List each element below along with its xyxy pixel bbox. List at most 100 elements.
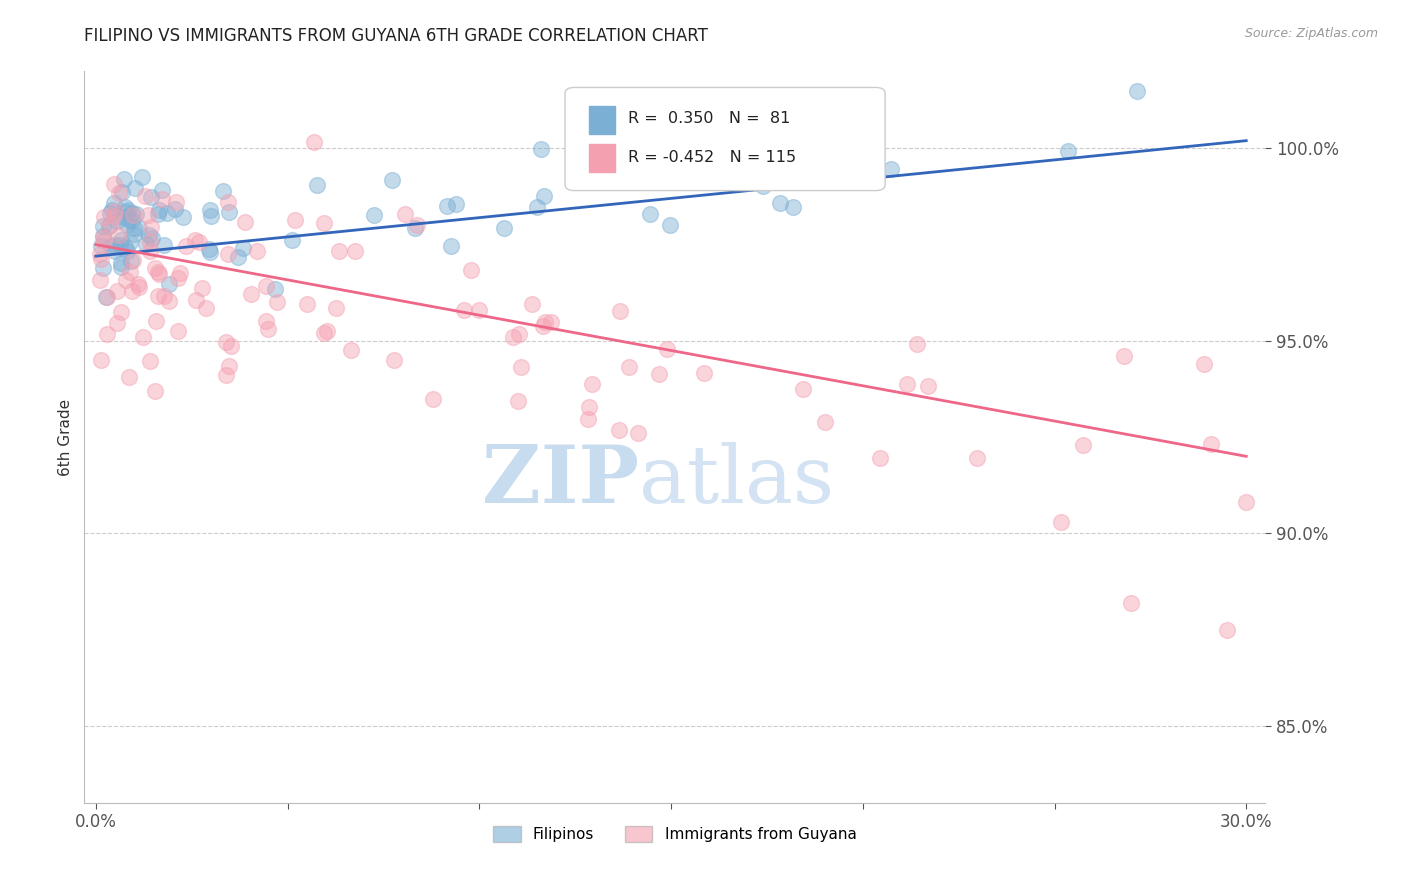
Point	[215, 368, 238, 383]
Point	[404, 220, 426, 235]
Point	[880, 161, 903, 176]
Point	[122, 252, 145, 267]
Point	[502, 329, 524, 343]
Point	[619, 360, 641, 375]
Point	[110, 256, 132, 270]
Point	[339, 343, 361, 357]
Point	[167, 324, 190, 338]
Point	[135, 236, 157, 251]
Point	[917, 379, 939, 393]
Point	[312, 216, 335, 230]
Point	[1192, 357, 1215, 371]
Point	[1216, 623, 1239, 637]
Point	[578, 412, 600, 426]
Point	[636, 129, 658, 144]
Point	[118, 369, 141, 384]
Point	[444, 197, 467, 211]
Point	[540, 315, 562, 329]
Point	[907, 337, 929, 351]
Point	[394, 207, 416, 221]
Point	[152, 237, 174, 252]
Point	[440, 238, 463, 252]
Text: Source: ZipAtlas.com: Source: ZipAtlas.com	[1244, 27, 1378, 40]
Point	[110, 305, 132, 319]
Point	[307, 178, 329, 193]
Point	[163, 202, 186, 216]
Point	[325, 301, 347, 316]
Point	[492, 221, 515, 235]
Point	[122, 208, 145, 222]
Point	[522, 297, 544, 311]
Point	[148, 203, 170, 218]
Point	[139, 244, 162, 258]
Point	[184, 293, 207, 307]
Point	[118, 265, 141, 279]
Point	[167, 271, 190, 285]
Point	[110, 233, 132, 247]
Point	[108, 186, 131, 201]
Point	[110, 260, 132, 275]
Point	[381, 173, 404, 187]
Point	[121, 206, 143, 220]
Point	[239, 287, 262, 301]
Point	[218, 205, 240, 219]
Point	[105, 316, 128, 330]
Point	[157, 277, 180, 292]
Point	[128, 280, 150, 294]
Point	[96, 290, 118, 304]
Point	[792, 382, 814, 396]
Point	[165, 195, 187, 210]
Point	[120, 254, 142, 268]
Bar	[589, 106, 614, 134]
Point	[328, 244, 350, 258]
Point	[153, 289, 176, 303]
Point	[246, 244, 269, 259]
Point	[218, 359, 240, 374]
Point	[363, 208, 385, 222]
Point	[217, 247, 239, 261]
Point	[869, 450, 891, 465]
Point	[344, 244, 367, 259]
Point	[98, 218, 121, 232]
Point	[533, 188, 555, 202]
Point	[1121, 596, 1143, 610]
Point	[143, 384, 166, 399]
Point	[141, 231, 163, 245]
Point	[233, 215, 256, 229]
Y-axis label: 6th Grade: 6th Grade	[58, 399, 73, 475]
Point	[145, 314, 167, 328]
Point	[122, 220, 145, 235]
Point	[89, 272, 111, 286]
Point	[139, 219, 162, 234]
Bar	[589, 144, 614, 171]
Point	[127, 277, 149, 292]
Point	[508, 326, 530, 341]
Point	[108, 227, 131, 242]
Point	[148, 289, 170, 303]
Point	[966, 450, 988, 465]
Point	[112, 172, 135, 186]
Point	[640, 207, 662, 221]
Point	[111, 185, 134, 199]
Point	[896, 377, 918, 392]
Point	[100, 203, 122, 218]
Point	[316, 324, 339, 338]
Point	[131, 169, 153, 184]
Point	[157, 294, 180, 309]
Point	[93, 234, 115, 248]
Point	[266, 294, 288, 309]
Point	[607, 423, 630, 437]
Point	[96, 326, 118, 341]
Point	[128, 221, 150, 235]
Point	[1199, 436, 1222, 450]
Point	[138, 235, 160, 250]
Point	[91, 219, 114, 233]
Point	[657, 342, 679, 356]
Point	[1057, 144, 1080, 158]
Point	[93, 210, 115, 224]
Point	[97, 219, 120, 233]
Point	[146, 265, 169, 279]
Point	[758, 131, 780, 145]
Text: atlas: atlas	[640, 442, 835, 520]
Point	[215, 335, 238, 350]
